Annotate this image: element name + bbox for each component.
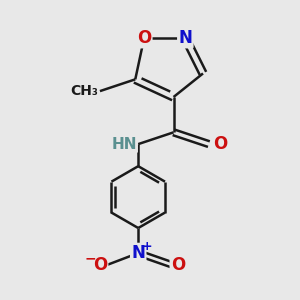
Text: O: O: [213, 135, 228, 153]
Text: O: O: [137, 29, 151, 47]
Text: O: O: [93, 256, 107, 274]
Text: CH₃: CH₃: [70, 84, 98, 98]
Text: N: N: [131, 244, 145, 262]
Text: HN: HN: [111, 136, 137, 152]
Text: +: +: [141, 240, 152, 253]
Text: O: O: [171, 256, 185, 274]
Text: −: −: [85, 251, 96, 266]
Text: N: N: [178, 29, 192, 47]
